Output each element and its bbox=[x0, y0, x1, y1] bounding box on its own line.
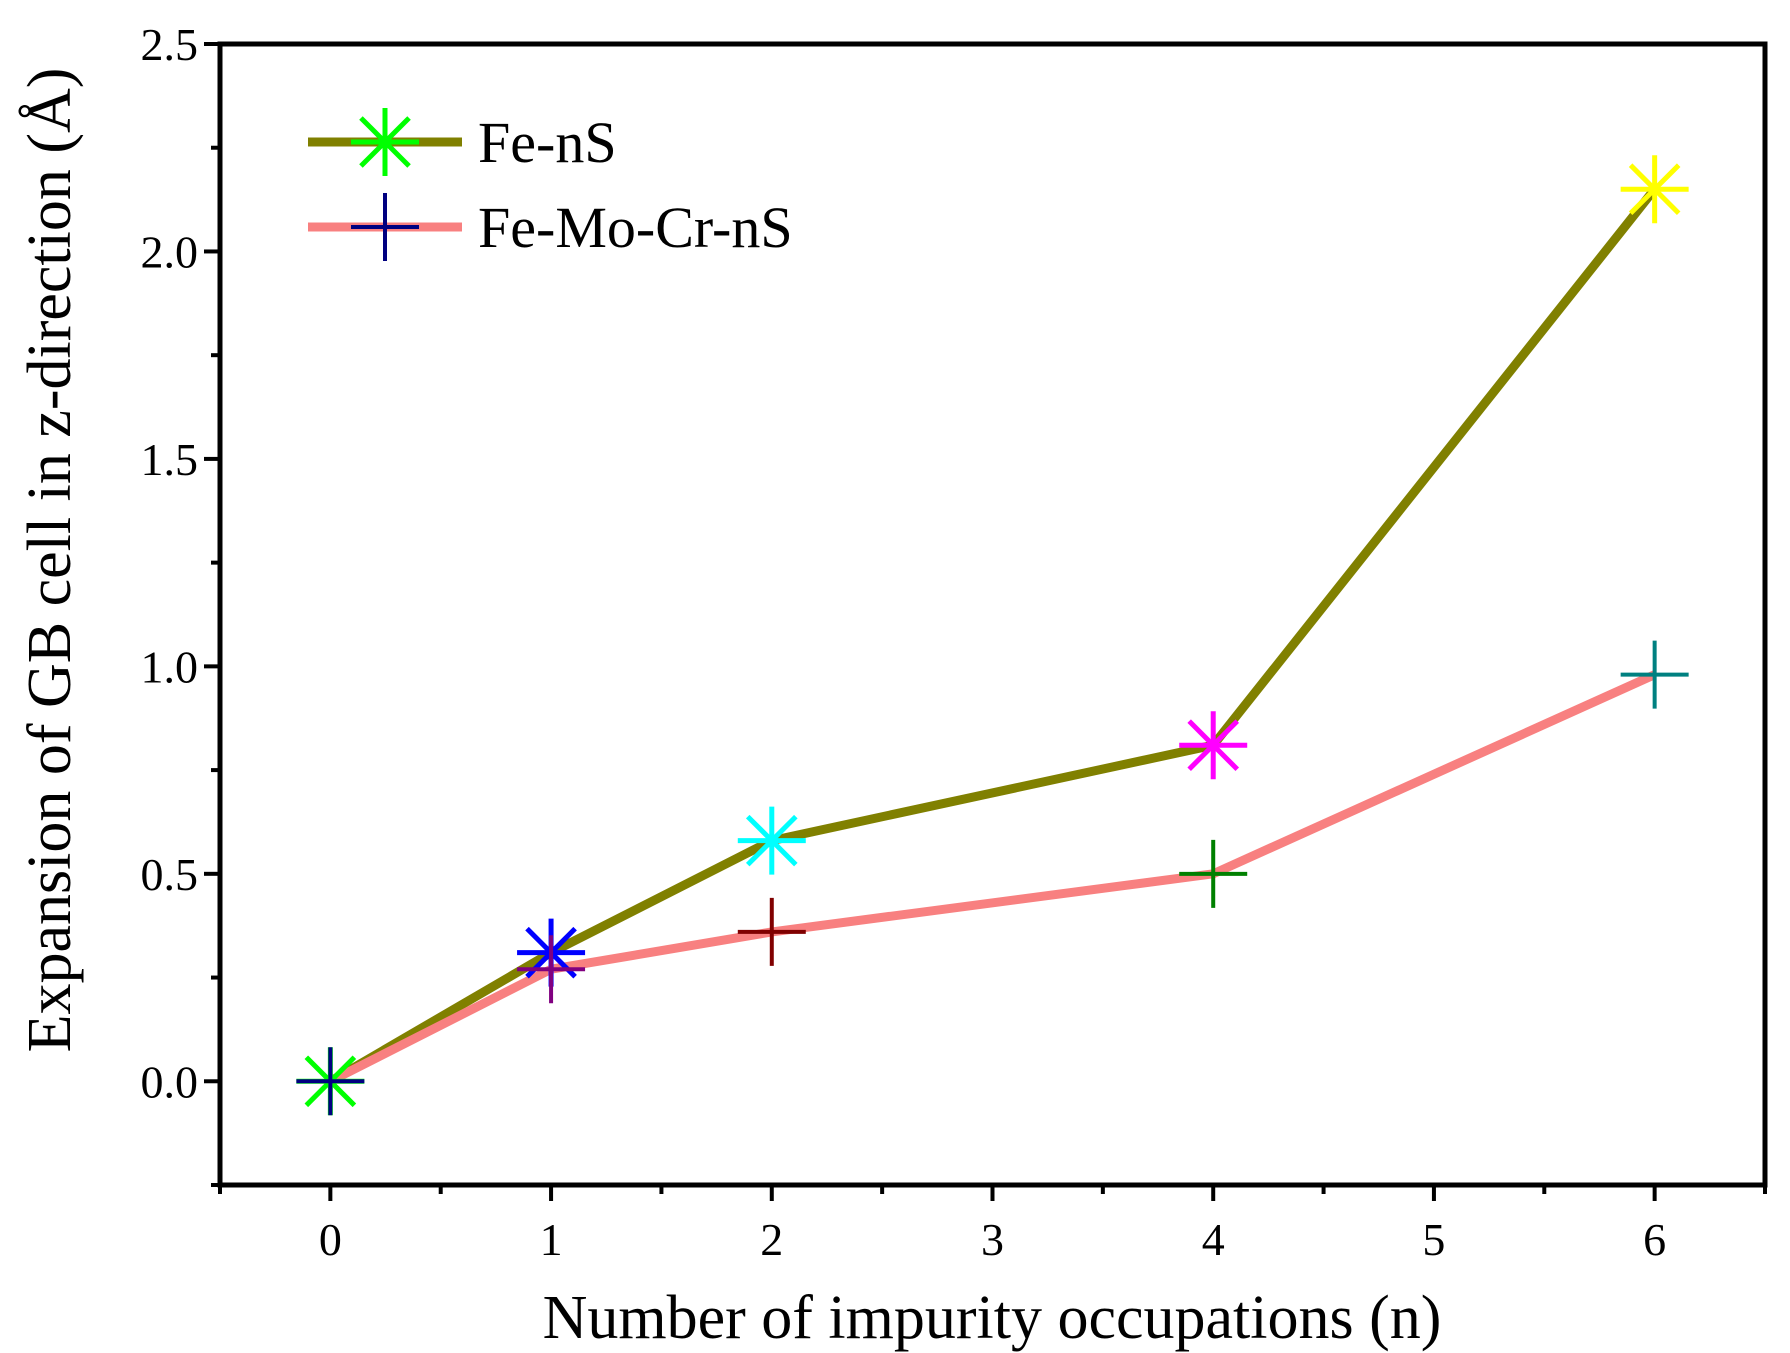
y-tick-label: 0.0 bbox=[141, 1056, 199, 1107]
series-line-0 bbox=[328, 186, 1659, 1086]
x-tick-label: 2 bbox=[760, 1214, 783, 1265]
y-tick-label: 1.0 bbox=[141, 641, 199, 692]
x-tick-label: 0 bbox=[319, 1214, 342, 1265]
series-1-point-2 bbox=[737, 897, 806, 966]
x-tick-label: 6 bbox=[1643, 1214, 1666, 1265]
legend-label-0: Fe-nS bbox=[478, 110, 617, 175]
x-tick-label: 4 bbox=[1202, 1214, 1225, 1265]
x-tick-label: 3 bbox=[981, 1214, 1004, 1265]
y-tick-label: 1.5 bbox=[141, 434, 199, 485]
series-1-point-4 bbox=[1620, 640, 1689, 709]
x-axis-title: Number of impurity occupations (n) bbox=[543, 1284, 1442, 1352]
y-tick-label: 2.5 bbox=[141, 19, 199, 70]
series-0-point-2 bbox=[737, 806, 806, 875]
x-tick-label: 1 bbox=[540, 1214, 563, 1265]
series-0-point-4 bbox=[1620, 155, 1689, 224]
legend-label-1: Fe-Mo-Cr-nS bbox=[478, 195, 793, 260]
legend: Fe-nS Fe-Mo-Cr-nS bbox=[308, 108, 793, 261]
series-1-point-0 bbox=[296, 1047, 365, 1116]
y-tick-labels: 0.0 0.5 1.0 1.5 2.0 2.5 bbox=[141, 19, 199, 1107]
y-axis-title: Expansion of GB cell in z-direction (Å) bbox=[16, 68, 84, 1053]
y-tick-label: 0.5 bbox=[141, 849, 199, 900]
legend-marker-1 bbox=[351, 193, 419, 261]
series-1-point-1 bbox=[517, 935, 586, 1004]
series-0-point-3 bbox=[1179, 711, 1248, 780]
y-tick-label: 2.0 bbox=[141, 226, 199, 277]
x-tick-label: 5 bbox=[1422, 1214, 1445, 1265]
series-1-point-3 bbox=[1179, 839, 1248, 908]
x-tick-labels: 0 1 2 3 4 5 6 bbox=[319, 1214, 1666, 1265]
series-line-1 bbox=[328, 670, 1657, 1086]
axis-ticks bbox=[204, 42, 1767, 1201]
series-layer bbox=[296, 155, 1689, 1116]
legend-marker-0 bbox=[351, 108, 419, 176]
